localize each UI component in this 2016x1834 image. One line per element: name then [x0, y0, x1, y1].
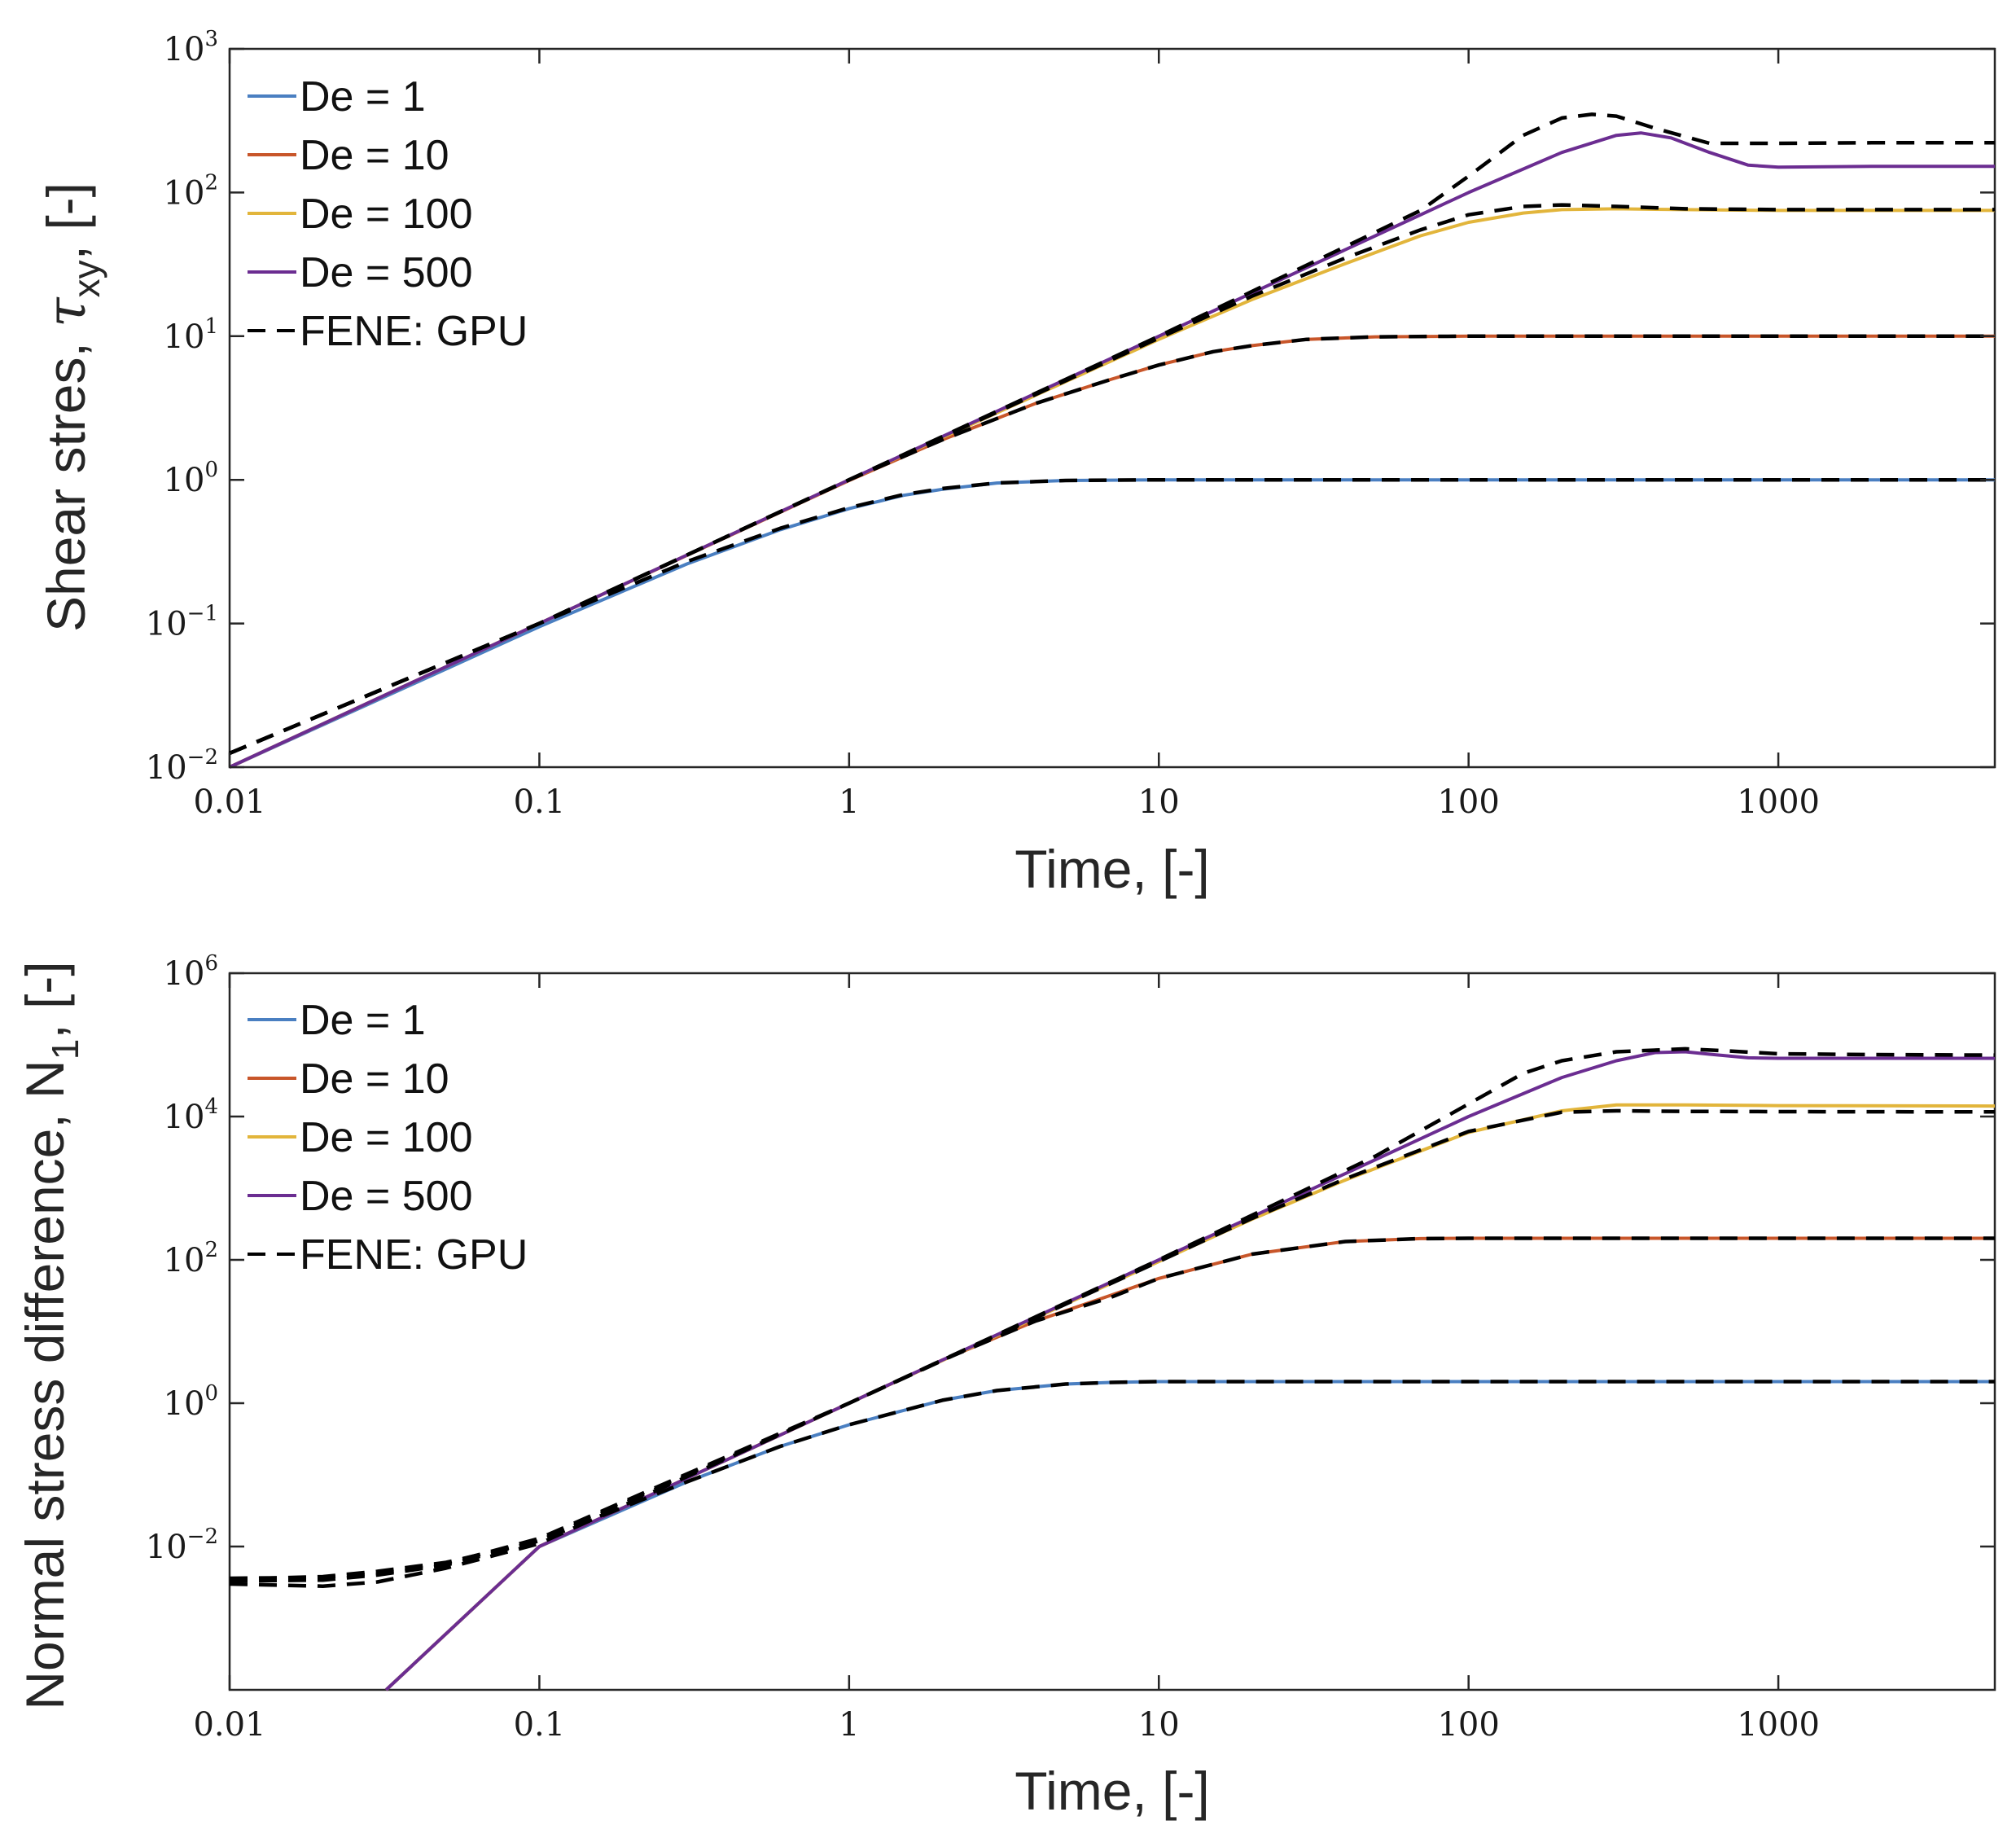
legend-entry: De = 1: [300, 73, 426, 121]
y-axis-label: Normal stress difference, N1, [-]: [15, 961, 86, 1709]
y-tick-label: 101: [164, 314, 218, 356]
y-tick-base: 10: [146, 749, 187, 787]
y-tick-base: 10: [164, 955, 205, 993]
legend-entry: De = 10: [300, 132, 449, 179]
x-axis-label: Time, [-]: [1015, 1761, 1210, 1821]
series-line-fene-gpu: [229, 1236, 1995, 1588]
series-line-fene-gpu: [229, 112, 1995, 755]
series-line: [229, 131, 1995, 769]
series-line-fene-gpu: [229, 334, 1995, 755]
x-tick-label: 1000: [1737, 783, 1820, 821]
x-tick-label: 10: [1138, 783, 1180, 821]
legend-entry: De = 500: [300, 1173, 473, 1220]
plot-frame: [228, 47, 1996, 769]
y-label-subscript: xy: [65, 260, 107, 297]
y-tick-label: 103: [164, 27, 218, 68]
x-tick-label: 0.01: [193, 1706, 265, 1744]
y-label-subscript: 1: [44, 1039, 86, 1060]
series-layer: [229, 1046, 1996, 1691]
series-line: [229, 478, 1995, 769]
y-tick-exponent: 4: [204, 1095, 218, 1119]
y-tick-base: 10: [164, 31, 205, 68]
y-tick-label: 10−2: [146, 1525, 218, 1566]
y-tick-base: 10: [164, 318, 205, 356]
y-tick-exponent: 2: [204, 170, 218, 195]
legend-entry: FENE: GPU: [300, 308, 528, 355]
series-line-fene-gpu: [229, 1108, 1996, 1583]
legend-entry: De = 1: [300, 997, 426, 1044]
legend: De = 1 De = 10 De = 100 De = 500 FENE: G…: [248, 73, 528, 355]
y-tick-label: 10−2: [146, 745, 218, 787]
x-tick-label: 100: [1437, 1706, 1499, 1744]
x-tick-label: 1000: [1737, 1706, 1820, 1744]
y-tick-exponent: 3: [204, 27, 218, 51]
x-tick-label: 0.01: [193, 783, 265, 821]
y-tick-base: 10: [164, 1385, 205, 1423]
y-label-part: , [-]: [15, 961, 75, 1038]
y-label-part: Shear stres,: [36, 327, 96, 632]
x-tick-label: 1: [839, 783, 859, 821]
y-label-part: Normal stress difference, N: [15, 1060, 75, 1709]
x-tick-label: 1: [839, 1706, 859, 1744]
x-tick-label: 0.1: [514, 783, 566, 821]
legend-entry: De = 100: [300, 1114, 473, 1161]
y-tick-label: 104: [164, 1095, 218, 1136]
y-tick-base: 10: [146, 606, 187, 643]
y-label-symbol: τ: [35, 296, 98, 327]
y-tick-base: 10: [164, 1242, 205, 1279]
legend-entry: De = 100: [300, 191, 473, 238]
y-tick-base: 10: [164, 174, 205, 212]
y-tick-base: 10: [164, 462, 205, 499]
legend-entry: FENE: GPU: [300, 1231, 528, 1279]
x-tick-label: 0.1: [514, 1706, 566, 1744]
y-axis-label: Shear stres, τxy, [-]: [35, 182, 107, 632]
y-tick-label: 100: [164, 458, 218, 499]
legend: De = 1 De = 10 De = 100 De = 500 FENE: G…: [248, 997, 528, 1279]
y-tick-exponent: 1: [204, 314, 218, 339]
y-tick-exponent: 0: [204, 458, 218, 482]
y-tick-base: 10: [164, 1099, 205, 1136]
y-tick-exponent: 6: [204, 951, 218, 976]
y-tick-exponent: −2: [187, 745, 218, 770]
x-axis-label: Time, [-]: [1015, 839, 1210, 899]
y-tick-base: 10: [146, 1529, 187, 1566]
legend-entry: De = 10: [300, 1055, 449, 1103]
y-tick-label: 10−1: [146, 602, 218, 643]
y-tick-exponent: 2: [204, 1238, 218, 1262]
series-line-fene-gpu: [229, 1046, 1996, 1581]
y-tick-label: 102: [164, 1238, 218, 1279]
x-tick-label: 10: [1138, 1706, 1180, 1744]
x-tick-label: 100: [1437, 783, 1499, 821]
legend-entry: De = 500: [300, 249, 473, 296]
y-tick-exponent: −1: [187, 602, 218, 626]
y-tick-label: 106: [164, 951, 218, 993]
y-tick-exponent: −2: [187, 1525, 218, 1549]
plot-frame: [228, 972, 1996, 1691]
series-layer: [229, 112, 1995, 769]
y-tick-exponent: 0: [204, 1381, 218, 1406]
y-label-part: , [-]: [36, 182, 96, 260]
y-tick-label: 100: [164, 1381, 218, 1423]
y-tick-label: 102: [164, 170, 218, 212]
